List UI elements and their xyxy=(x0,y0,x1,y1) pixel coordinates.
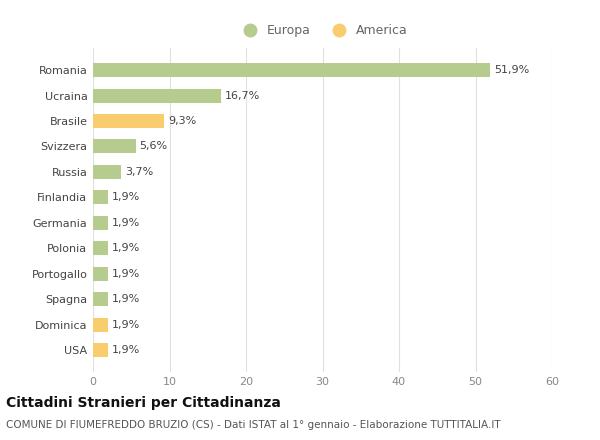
Text: 51,9%: 51,9% xyxy=(494,65,529,75)
Text: 1,9%: 1,9% xyxy=(112,243,140,253)
Bar xyxy=(93,63,490,77)
Bar xyxy=(93,216,107,230)
Bar xyxy=(93,241,107,255)
Bar xyxy=(93,292,107,306)
Bar xyxy=(93,165,121,179)
Bar xyxy=(93,139,136,154)
Text: COMUNE DI FIUMEFREDDO BRUZIO (CS) - Dati ISTAT al 1° gennaio - Elaborazione TUTT: COMUNE DI FIUMEFREDDO BRUZIO (CS) - Dati… xyxy=(6,420,500,430)
Text: Cittadini Stranieri per Cittadinanza: Cittadini Stranieri per Cittadinanza xyxy=(6,396,281,410)
Bar xyxy=(93,267,107,281)
Text: 1,9%: 1,9% xyxy=(112,269,140,279)
Bar xyxy=(93,318,107,332)
Bar xyxy=(93,343,107,357)
Text: 9,3%: 9,3% xyxy=(168,116,196,126)
Text: 1,9%: 1,9% xyxy=(112,294,140,304)
Text: 16,7%: 16,7% xyxy=(224,91,260,101)
Text: 3,7%: 3,7% xyxy=(125,167,154,177)
Bar xyxy=(93,191,107,204)
Legend: Europa, America: Europa, America xyxy=(232,19,413,42)
Text: 1,9%: 1,9% xyxy=(112,192,140,202)
Bar xyxy=(93,114,164,128)
Text: 1,9%: 1,9% xyxy=(112,319,140,330)
Text: 1,9%: 1,9% xyxy=(112,345,140,355)
Bar xyxy=(93,88,221,103)
Text: 1,9%: 1,9% xyxy=(112,218,140,228)
Text: 5,6%: 5,6% xyxy=(140,142,168,151)
